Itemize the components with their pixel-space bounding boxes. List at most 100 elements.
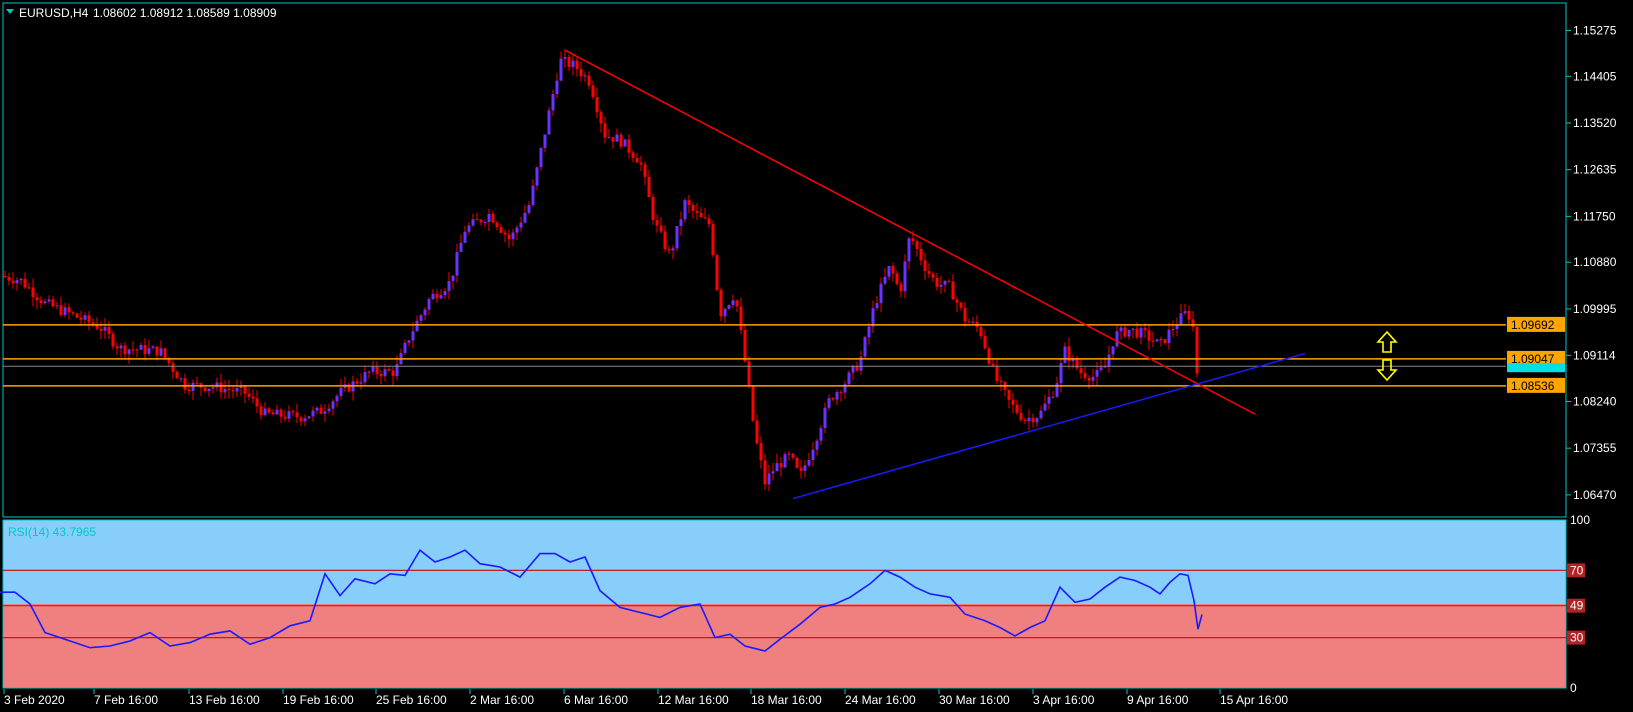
- candle: [251, 389, 255, 404]
- time-tick-label: 2 Mar 16:00: [470, 693, 534, 707]
- candle: [891, 262, 895, 282]
- candle: [1171, 320, 1175, 337]
- candle: [295, 403, 299, 423]
- candle: [1183, 304, 1187, 316]
- candle: [855, 361, 859, 372]
- candle: [1131, 328, 1135, 339]
- rsi-tick-label: 49: [1570, 599, 1584, 613]
- candle: [707, 214, 711, 228]
- candle: [679, 211, 683, 236]
- rsi-axis: 100 70 49 30 0: [1567, 513, 1590, 695]
- level-label: 1.09692: [1511, 318, 1555, 332]
- candle: [1007, 389, 1011, 409]
- price-pane[interactable]: 1.09692 1.09047 1.08536 1.15275 1.14405 1.13…: [2, 2, 1617, 518]
- candle: [319, 403, 323, 415]
- candle: [827, 394, 831, 411]
- candle: [1167, 322, 1171, 350]
- candle: [927, 263, 931, 278]
- candle: [663, 225, 667, 252]
- candle: [223, 380, 227, 399]
- candle: [291, 409, 295, 416]
- candle: [871, 300, 875, 334]
- candle: [231, 385, 235, 399]
- candle: [671, 245, 675, 260]
- candle: [611, 137, 615, 149]
- trendlines[interactable]: [564, 49, 1306, 500]
- candle: [459, 234, 463, 253]
- candle: [699, 207, 703, 218]
- candle: [159, 340, 163, 357]
- candle: [23, 272, 27, 289]
- time-tick-label: 18 Mar 16:00: [751, 693, 822, 707]
- candle: [515, 225, 519, 240]
- candle: [1119, 325, 1123, 340]
- price-tick-label: 1.07355: [1573, 441, 1617, 455]
- horizontal-levels[interactable]: 1.09692 1.09047 1.08536: [3, 316, 1565, 393]
- candle: [743, 324, 747, 363]
- candle: [239, 380, 243, 396]
- candle: [915, 239, 919, 257]
- candle: [931, 271, 935, 282]
- candle: [943, 280, 947, 293]
- level-label: 1.09047: [1511, 352, 1555, 366]
- rsi-level-label-bg: [1567, 598, 1585, 613]
- price-axis: 1.15275 1.14405 1.13520 1.12635 1.11750 1.108…: [1566, 23, 1617, 502]
- candle: [195, 376, 199, 386]
- candle: [719, 287, 723, 322]
- candle: [723, 307, 727, 323]
- candle: [451, 275, 455, 290]
- candle: [299, 415, 303, 426]
- candle: [287, 405, 291, 423]
- candle: [559, 51, 563, 82]
- candle: [535, 166, 539, 190]
- candle: [811, 441, 815, 467]
- candle: [631, 150, 635, 163]
- down-arrow-icon: [1376, 359, 1398, 382]
- candle: [859, 350, 863, 375]
- candle: [1079, 359, 1083, 379]
- candle: [907, 237, 911, 270]
- time-tick-label: 19 Feb 16:00: [283, 693, 354, 707]
- candle: [847, 370, 851, 386]
- candle: [379, 370, 383, 385]
- candle: [1123, 325, 1127, 338]
- candle: [247, 387, 251, 401]
- candle: [35, 292, 39, 310]
- candle: [575, 56, 579, 77]
- candle: [79, 311, 83, 326]
- triangle-down-icon[interactable]: [6, 9, 14, 14]
- candle: [1111, 346, 1115, 360]
- price-pane-border: [2, 2, 1567, 518]
- candle: [59, 296, 63, 318]
- candle: [1159, 336, 1163, 347]
- candle: [583, 72, 587, 83]
- time-tick-label: 24 Mar 16:00: [845, 693, 916, 707]
- candle: [1127, 329, 1131, 340]
- rsi-levels: [3, 569, 1566, 639]
- price-tick-label: 1.14405: [1573, 69, 1617, 83]
- candle: [987, 346, 991, 367]
- candle: [755, 414, 759, 445]
- candle: [467, 221, 471, 235]
- candle: [879, 277, 883, 313]
- price-tick-label: 1.11750: [1573, 209, 1616, 223]
- candle: [547, 107, 551, 135]
- candle: [487, 208, 491, 231]
- time-tick-label: 9 Apr 16:00: [1127, 693, 1189, 707]
- candle: [643, 161, 647, 186]
- chart-header: EURUSD,H4 1.08602 1.08912 1.08589 1.0890…: [6, 6, 277, 20]
- candle: [95, 317, 99, 331]
- candle: [75, 312, 79, 319]
- candle: [87, 311, 91, 331]
- candle: [947, 279, 951, 283]
- candle: [1155, 339, 1159, 342]
- candle: [131, 341, 135, 356]
- rsi-pane[interactable]: 100 70 49 30 0 RSI(14) 43.7965: [0, 513, 1590, 695]
- candle: [511, 229, 515, 247]
- candle: [15, 277, 19, 291]
- candle: [1067, 337, 1071, 370]
- candle: [595, 87, 599, 119]
- time-tick-label: 15 Apr 16:00: [1220, 693, 1288, 707]
- candle: [283, 409, 287, 422]
- candle: [55, 301, 59, 310]
